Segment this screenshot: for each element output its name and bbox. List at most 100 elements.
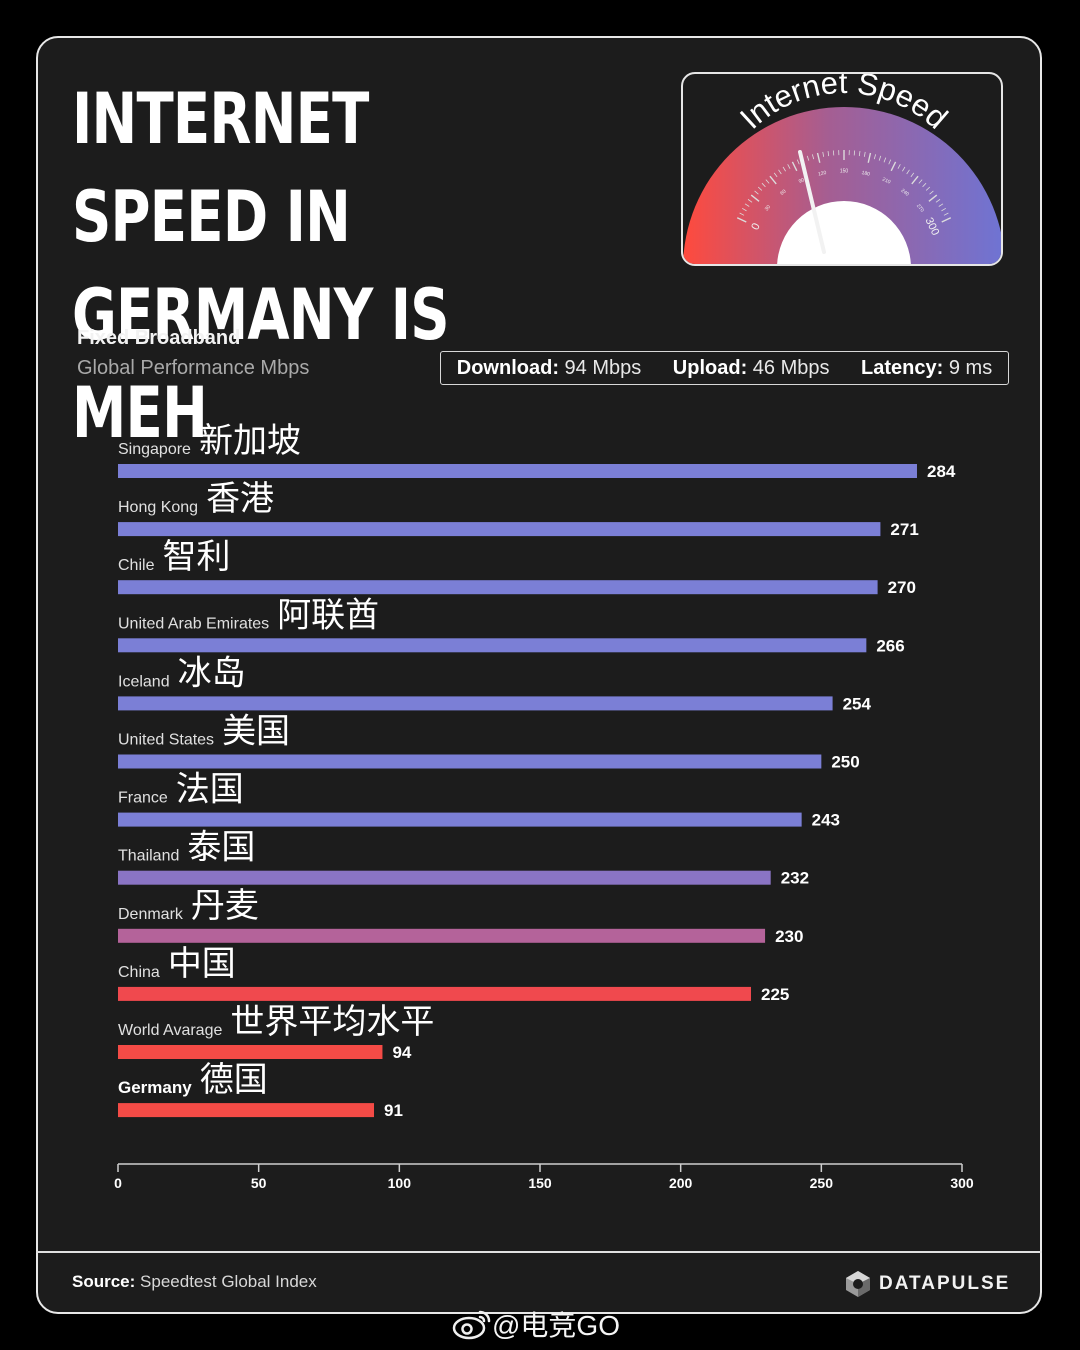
category-annotation: 智利 [162,537,230,577]
gauge-scale-label: 0 [749,221,762,232]
gauge-tick [878,155,882,161]
gauge-tick [827,151,830,157]
category-label: France [118,790,168,807]
stat-upload: Upload: 46 Mbps [672,356,830,379]
category-label: Denmark [118,906,184,923]
gauge-tick [883,157,887,163]
gauge-scale-label: 210 [881,177,891,186]
category-annotation: 新加坡 [199,421,301,461]
gauge-tick [910,172,915,178]
gauge-scale-label: 30 [764,204,772,212]
bar [118,522,881,537]
bar [118,580,878,595]
gauge-tick [888,159,892,165]
x-tick-label: 300 [950,1175,974,1191]
gauge-tick [750,194,760,202]
bar-value-label: 284 [927,462,956,481]
gauge-tick [935,199,941,203]
category-label: United Arab Emirates [118,615,269,632]
category-label: China [118,964,160,981]
bar [118,464,917,478]
gauge-tick [816,152,821,163]
bar [118,812,802,827]
category-annotation: 冰岛 [178,653,246,693]
bar [118,754,822,769]
stats-box: Download: 94 Mbps Upload: 46 Mbps Latenc… [440,351,1009,385]
footer-divider [36,1251,1042,1253]
gauge-tick [867,152,872,163]
category-label: United States [118,732,214,749]
gauge-tick [863,151,866,157]
gauge-tick [754,190,759,195]
gauge-tick [747,199,753,203]
gauge-ticks [736,150,952,223]
gauge-tick [943,212,949,216]
category-annotation: 香港 [206,479,274,519]
x-tick-label: 250 [810,1175,834,1191]
gauge-scale-label: 150 [840,168,849,174]
gauge-tick [744,203,750,207]
gauge-tick [873,154,877,160]
gauge-arc [683,107,1001,264]
gauge-tick [778,169,782,175]
chart-subtitle: Fixed Broadband [77,327,241,349]
bar-value-label: 266 [876,636,904,655]
bar-value-label: 91 [384,1101,403,1120]
gauge-tick [918,179,923,184]
gauge-scale-label: 60 [779,189,787,197]
category-annotation: 阿联酋 [277,595,379,635]
speed-gauge: 0 30 60 90 120 150 180 210 240 270 300 Internet Sp… [681,72,1003,266]
stat-download: Download: 94 Mbps [456,356,642,379]
x-tick-label: 150 [528,1175,552,1191]
page-title: INTERNET SPEED IN GERMANY IS MEH [72,78,450,454]
gauge-hub [777,201,911,264]
bar-value-label: 243 [812,811,840,830]
category-label: Germany [118,1078,192,1097]
brand-logo: DATAPULSE [845,1270,1010,1298]
gauge-scale-label: 180 [861,170,871,178]
gauge-tick [761,182,766,188]
brand-name: DATAPULSE [879,1273,1011,1294]
gauge-tick [925,186,931,191]
category-label: Hong Kong [118,499,198,516]
gauge-tick [822,151,825,157]
bar [118,928,766,943]
watermark-handle: @电竞GO [492,1310,620,1341]
bar-value-label: 271 [890,520,918,539]
gauge-tick [858,151,861,157]
bar [118,1103,375,1118]
bar-value-label: 225 [761,985,789,1004]
x-tick-label: 50 [251,1175,267,1191]
bar-value-label: 232 [781,869,809,888]
gauge-needle [798,150,826,254]
gauge-tick [791,161,798,172]
hexagon-logo-icon [846,1271,870,1297]
bar-value-label: 254 [843,694,872,713]
category-annotation: 德国 [200,1060,268,1100]
category-annotation: 法国 [176,770,244,810]
stat-latency: Latency: 9 ms [861,356,993,379]
bar-value-label: 270 [888,578,916,597]
gauge-tick [769,175,777,185]
gauge-scale-label: 120 [818,170,828,178]
gauge-tick [890,161,897,172]
gauge-tick [811,154,815,160]
gauge-tick [941,217,952,223]
gauge-tick [897,164,901,169]
bar [118,696,833,711]
gauge-tick [736,217,747,223]
gauge-tick [782,166,786,172]
category-annotation: 丹麦 [191,886,259,926]
gauge-tick [739,212,745,216]
gauge-tick [757,186,763,191]
gauge-tick [922,182,927,188]
gauge-tick [928,194,938,202]
bar-value-label: 230 [775,927,803,946]
chart-unit-label: Global Performance Mbps [77,357,310,379]
gauge-scale-label: 240 [900,188,910,198]
category-label: Singapore [118,441,191,458]
gauge-tick [938,203,944,207]
weibo-icon [452,1310,491,1340]
